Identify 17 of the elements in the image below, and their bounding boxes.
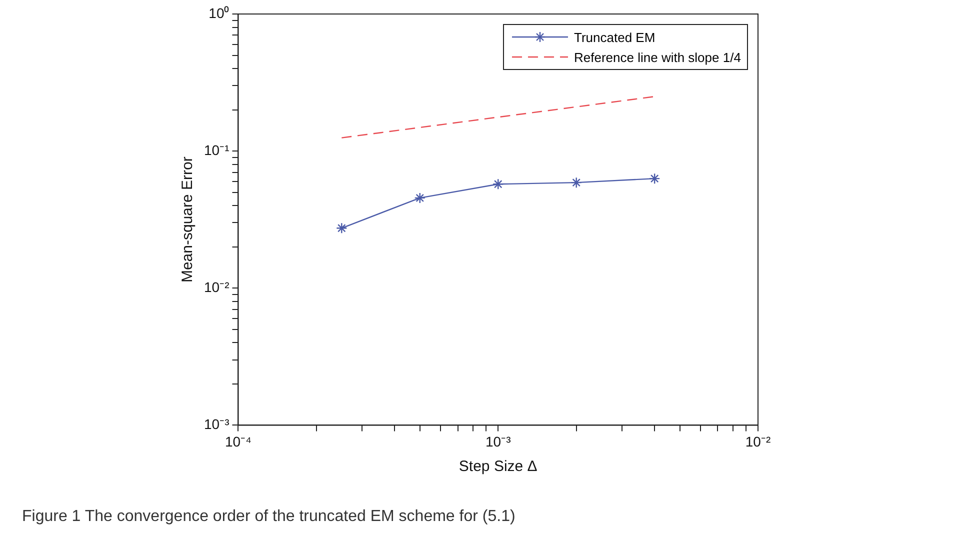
x-tick-label: 10⁻⁴ [224,433,252,450]
point [648,172,660,184]
point [414,192,426,204]
legend-label: Truncated EM [574,30,656,44]
point [336,222,348,234]
x-tick-label: 10⁻² [745,433,771,450]
y-tick-label: 10⁻² [204,278,230,295]
x-axis-title: Step Size Δ [458,458,538,476]
caption: Figure 1 The convergence order of the truncated EM scheme for (5.1) [22,508,516,526]
legend-label: Reference line with slope 1/4 [574,50,741,64]
y-axis-title: Mean-square Error [179,156,196,283]
point [492,178,504,190]
x-tick-label: 10⁻³ [486,433,512,450]
point [570,176,582,188]
y-tick-label: 10⁻¹ [204,142,230,158]
y-tick-label: 10⁻³ [204,416,230,432]
y-tick-label: 10⁰ [208,4,230,21]
